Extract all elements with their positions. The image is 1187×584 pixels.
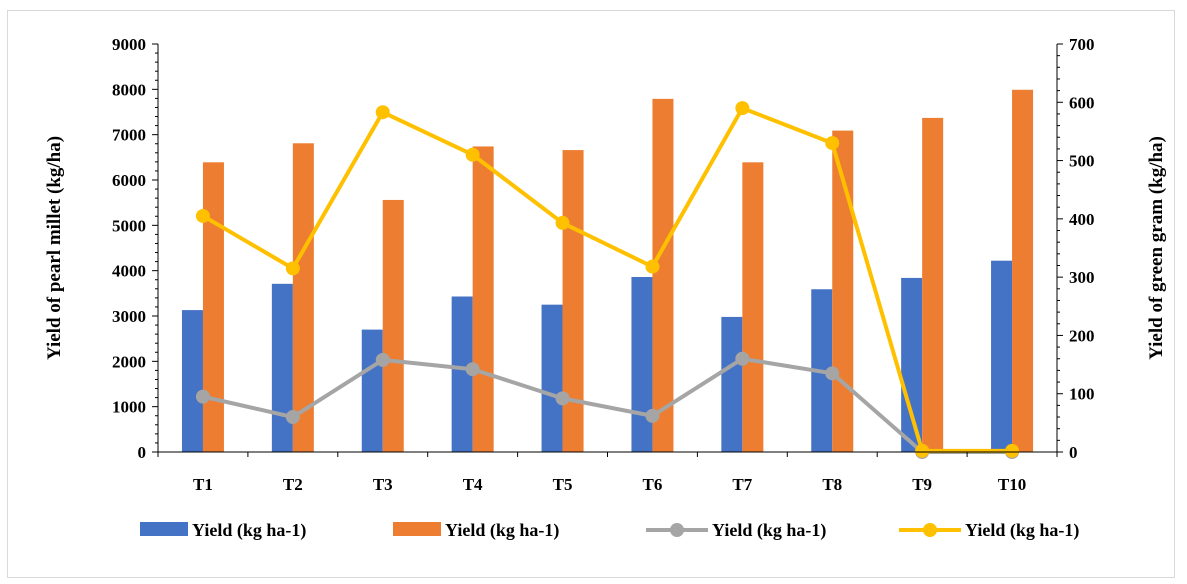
y-tick-label: 4000	[112, 262, 146, 281]
bar-T9-s2	[922, 117, 944, 452]
y2-tick-label: 100	[1069, 385, 1095, 404]
x-tick-label: T8	[822, 475, 842, 494]
line-series-1	[202, 356, 1013, 454]
line-point-T2	[285, 261, 300, 276]
line-point-T1	[195, 389, 210, 404]
legend-swatch-1	[140, 522, 188, 536]
bar-T2-s1	[271, 283, 293, 452]
bar-T3-s2	[382, 199, 404, 452]
y2-tick-label: 700	[1069, 35, 1095, 54]
y-tick-label: 2000	[112, 352, 146, 371]
y-axis-title: Yield of pearl millet (kg/ha)	[44, 136, 65, 360]
x-tick-label: T10	[998, 475, 1026, 494]
y-tick-label: 6000	[112, 171, 146, 190]
bar-T7-s2	[742, 162, 764, 452]
legend-label-1: Yield (kg ha-1)	[192, 520, 306, 541]
y-tick-label: 9000	[112, 35, 146, 54]
bar-T9-s1	[901, 277, 923, 452]
line-point-T4	[465, 147, 480, 162]
legend-swatch-2	[393, 522, 441, 536]
x-tick-label: T1	[193, 475, 213, 494]
y2-tick-label: 600	[1069, 93, 1095, 112]
legend-label-3: Yield (kg ha-1)	[712, 520, 826, 541]
x-tick-label: T5	[553, 475, 573, 494]
legend: Yield (kg ha-1) Yield (kg ha-1) Yield (kg …	[140, 520, 1079, 541]
line-series-2	[201, 106, 1013, 453]
legend-label-2: Yield (kg ha-1)	[445, 520, 559, 541]
x-tick-label: T2	[283, 475, 303, 494]
line-point-T3	[375, 352, 390, 367]
bar-T4-s2	[472, 146, 494, 452]
y-tick-label: 5000	[112, 216, 146, 235]
x-tick-label: T9	[912, 475, 932, 494]
line-point-T3	[375, 105, 390, 120]
line-point-T2	[285, 410, 300, 425]
y2-tick-label: 300	[1069, 268, 1095, 287]
x-tick-label: T7	[732, 475, 752, 494]
bar-T3-s1	[361, 329, 383, 452]
chart-frame	[7, 10, 1175, 578]
line-point-T8	[825, 136, 840, 151]
bar-T5-s2	[562, 150, 584, 452]
line-point-T9	[915, 443, 930, 458]
line-point-T7	[735, 101, 750, 116]
y2-tick-label: 0	[1069, 443, 1078, 462]
x-tick-label: T6	[643, 475, 663, 494]
legend-marker-4	[923, 523, 937, 537]
line-point-T4	[465, 362, 480, 377]
line-point-T5	[555, 391, 570, 406]
y-tick-label: 0	[138, 443, 147, 462]
bar-T4-s1	[451, 296, 473, 452]
y2-tick-label: 500	[1069, 152, 1095, 171]
bar-T7-s1	[721, 316, 743, 452]
line-point-T1	[195, 208, 210, 223]
legend-marker-3	[670, 523, 684, 537]
bar-T10-s2	[1012, 89, 1034, 452]
y-tick-label: 8000	[112, 80, 146, 99]
bar-T2-s2	[292, 143, 314, 452]
y-tick-label: 1000	[112, 398, 146, 417]
y2-axis-title: Yield of green gram (kg/ha)	[1146, 136, 1167, 360]
y2-tick-label: 400	[1069, 210, 1095, 229]
y2-tick-label: 200	[1069, 326, 1095, 345]
bar-T6-s1	[631, 277, 653, 452]
bar-T1-s2	[202, 162, 224, 452]
bar-T5-s1	[541, 304, 563, 452]
y-tick-label: 7000	[112, 126, 146, 145]
line-point-T6	[645, 259, 660, 274]
tick-layer: 0 1000 2000 3000 4000 5000 6000 7000 8000 9000 0 10…	[112, 35, 1095, 494]
x-tick-label: T4	[463, 475, 483, 494]
line-point-T8	[825, 366, 840, 381]
line-point-T6	[645, 408, 660, 423]
line-layer	[195, 101, 1020, 459]
bar-T10-s1	[991, 260, 1013, 452]
line-point-T7	[735, 351, 750, 366]
y-tick-label: 3000	[112, 307, 146, 326]
line-point-T10	[1005, 443, 1020, 458]
bar-T6-s2	[652, 98, 674, 452]
line-point-T5	[555, 215, 570, 230]
legend-label-4: Yield (kg ha-1)	[965, 520, 1079, 541]
bar-T1-s1	[181, 310, 203, 452]
x-tick-label: T3	[373, 475, 393, 494]
